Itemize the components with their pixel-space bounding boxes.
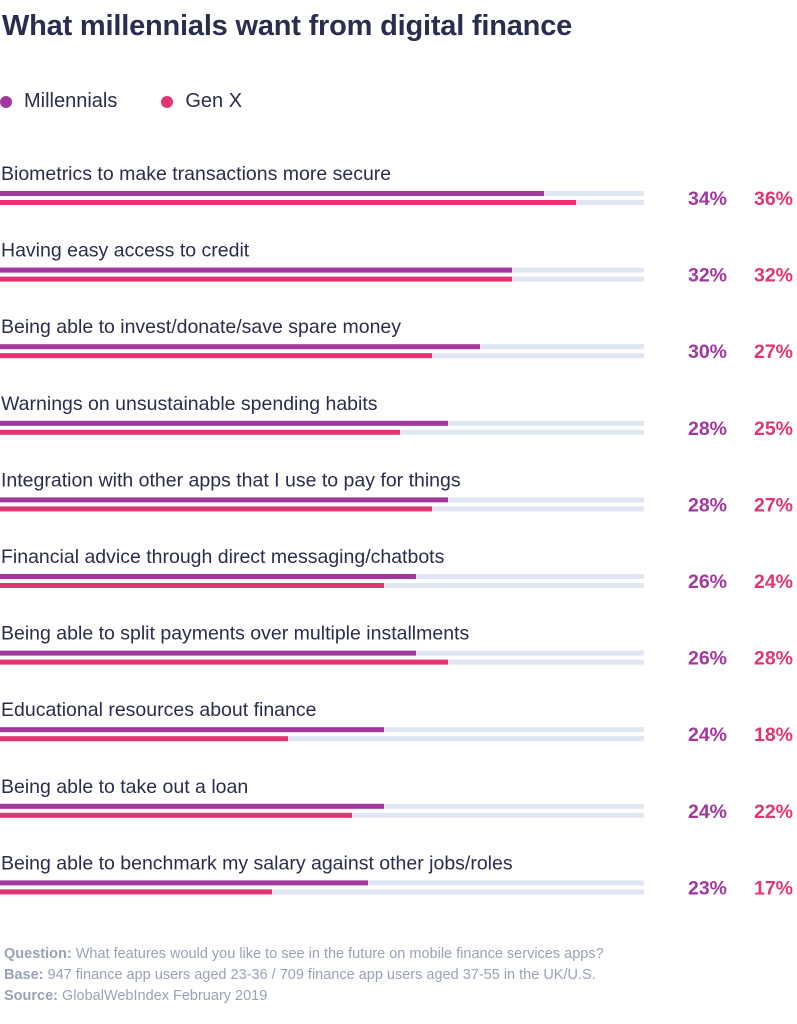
value-label-millennials: 32% [688,265,727,287]
category-label: Having easy access to credit [1,240,250,262]
value-label-genx: 17% [754,877,793,899]
bar-millennials [0,650,416,656]
legend-item-genx: Gen X [161,90,242,113]
value-label-genx: 32% [754,265,793,287]
bar-group: Being able to invest/donate/save spare m… [0,316,793,363]
legend-dot-millennials [0,95,12,108]
bar-track [0,889,644,895]
bar-genx [0,353,432,359]
legend-label-genx: Gen X [185,90,243,112]
bar-millennials [0,267,512,273]
category-label: Being able to take out a loan [1,776,248,798]
bar-group: Integration with other apps that I use t… [0,469,793,516]
bar-millennials [0,574,416,579]
bar-track [0,736,644,742]
bar-group: Educational resources about finance 24% 18… [0,699,793,746]
footer-base-label: Base: [4,967,44,983]
chart-title: What millennials want from digital finan… [2,10,573,42]
bar-chart: Biometrics to make transactions more sec… [0,163,793,899]
chart-footer: Question: What features would you like t… [4,944,604,1007]
bar-millennials [0,420,448,426]
category-label: Warnings on unsustainable spending habit… [1,393,378,415]
value-label-genx: 22% [754,801,793,823]
bar-genx [0,583,384,588]
bar-group: Biometrics to make transactions more sec… [0,163,793,210]
value-label-millennials: 24% [688,801,727,823]
bar-millennials [0,191,544,196]
bar-genx [0,276,512,282]
footer-source-label: Source: [4,988,58,1004]
legend: Millennials Gen X [0,90,286,113]
footer-question-label: Question: [4,946,72,962]
bar-group: Being able to benchmark my salary agains… [0,852,793,899]
footer-question: Question: What features would you like t… [4,944,604,965]
bar-genx [0,659,448,665]
value-label-millennials: 34% [688,188,727,210]
legend-item-millennials: Millennials [0,90,117,113]
footer-base: Base: 947 finance app users aged 23-36 /… [4,965,604,986]
bar-genx [0,812,352,818]
category-label: Financial advice through direct messagin… [1,546,445,568]
bar-millennials [0,880,368,886]
category-label: Biometrics to make transactions more sec… [1,163,391,185]
category-label: Integration with other apps that I use t… [1,469,461,491]
value-label-millennials: 28% [688,494,727,516]
bar-group: Warnings on unsustainable spending habit… [0,393,793,440]
bar-genx [0,736,288,742]
bar-group: Financial advice through direct messagin… [0,546,793,593]
bar-group: Having easy access to credit 32% 32% [0,240,793,287]
legend-dot-genx [161,95,174,108]
value-label-genx: 27% [754,341,793,363]
bar-group: Being able to take out a loan 24% 22% [0,776,793,823]
value-label-millennials: 30% [688,341,727,363]
value-label-genx: 36% [754,188,793,210]
bar-millennials [0,727,384,733]
bar-millennials [0,344,480,350]
category-label: Being able to benchmark my salary agains… [1,852,513,874]
footer-source: Source: GlobalWebIndex February 2019 [4,986,604,1007]
bar-genx [0,506,432,512]
bar-genx [0,889,272,895]
bar-millennials [0,497,448,503]
value-label-genx: 24% [754,571,793,593]
value-label-millennials: 24% [688,724,727,746]
value-label-genx: 27% [754,494,793,516]
category-label: Being able to invest/donate/save spare m… [1,316,401,338]
footer-question-text: What features would you like to see in t… [75,946,604,962]
bar-genx [0,200,576,205]
category-label: Being able to split payments over multip… [1,623,469,645]
legend-label-millennials: Millennials [24,90,118,112]
value-label-genx: 25% [754,418,793,440]
bar-group: Being able to split payments over multip… [0,623,793,670]
value-label-millennials: 26% [688,571,727,593]
bar-genx [0,429,400,435]
bar-millennials [0,803,384,809]
footer-source-text: GlobalWebIndex February 2019 [62,988,268,1004]
value-label-genx: 18% [754,724,793,746]
value-label-millennials: 28% [688,418,727,440]
footer-base-text: 947 finance app users aged 23-36 / 709 f… [47,967,596,983]
value-label-genx: 28% [754,648,793,670]
value-label-millennials: 23% [688,877,727,899]
category-label: Educational resources about finance [1,699,316,721]
value-label-millennials: 26% [688,648,727,670]
